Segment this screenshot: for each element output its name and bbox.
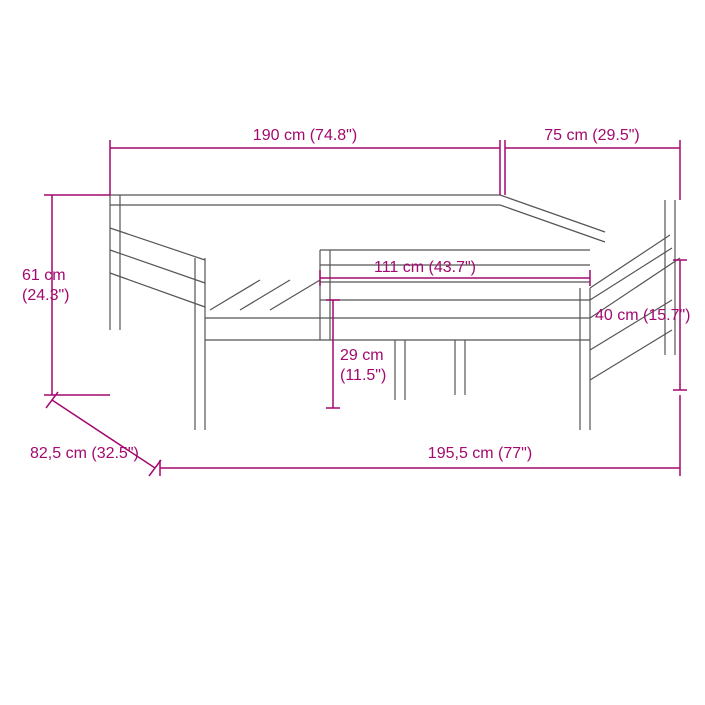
dim-height-imperial: (24.3") — [22, 287, 69, 304]
dim-height: 61 cm (24.3") — [22, 195, 110, 395]
dimension-diagram: 190 cm (74.8") 75 cm (29.5") 61 cm (24.3… — [0, 0, 705, 705]
dim-height-metric: 61 cm — [22, 267, 66, 284]
dim-depth-label: 82,5 cm (32.5") — [30, 445, 139, 462]
dim-slat-height-label: 40 cm (15.7") — [595, 307, 691, 324]
dim-top-length: 190 cm (74.8") — [110, 127, 500, 195]
dim-depth: 82,5 cm (32.5") — [30, 392, 161, 476]
dim-slat-height: 40 cm (15.7") — [595, 260, 691, 390]
dim-bottom-length-label: 195,5 cm (77") — [428, 445, 532, 462]
dim-guard-height: 29 cm (11.5") — [326, 300, 386, 408]
dim-guard-height-metric: 29 cm — [340, 347, 384, 364]
dim-guard-height-imperial: (11.5") — [340, 367, 386, 384]
dim-top-width-label: 75 cm (29.5") — [544, 127, 640, 144]
dim-top-width: 75 cm (29.5") — [505, 127, 680, 200]
dim-top-length-label: 190 cm (74.8") — [253, 127, 357, 144]
dim-guard-length-label: 111 cm (43.7") — [374, 259, 476, 276]
dim-bottom-length: 195,5 cm (77") — [160, 395, 680, 476]
